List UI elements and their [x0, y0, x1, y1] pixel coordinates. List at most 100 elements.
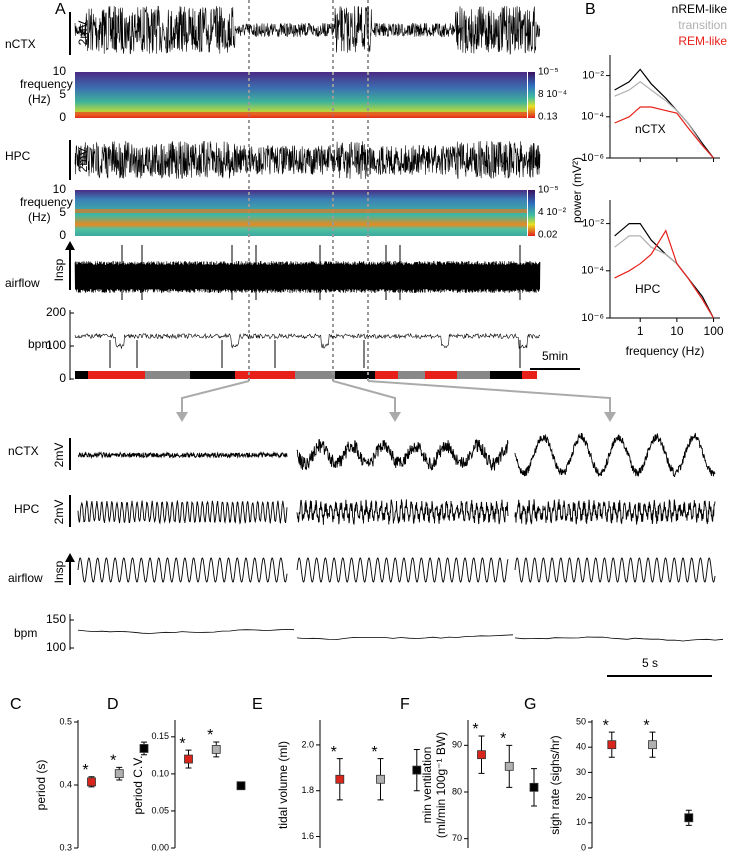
y-tick-label: 2.0 — [301, 739, 314, 749]
y-tick-label: 10⁻⁶ — [581, 152, 604, 164]
y-tick-label: 10⁻² — [582, 218, 604, 230]
y-tick-label: 0.3 — [59, 842, 72, 852]
point — [376, 774, 385, 784]
point — [529, 782, 539, 792]
y-tick-label: 5 — [59, 205, 66, 219]
x-axis-label: frequency (Hz) — [626, 344, 705, 358]
y-tick-label: 100 — [46, 338, 66, 352]
axis-label: bpm — [28, 337, 51, 351]
y-tick-label: 0 — [581, 842, 586, 852]
trace — [74, 260, 541, 294]
scale-label: 5 s — [642, 656, 658, 670]
y-tick-label: 0.00 — [151, 842, 169, 852]
spec-band — [75, 209, 527, 213]
spectrum-line — [614, 106, 714, 159]
axis-label: (Hz) — [28, 92, 51, 106]
x-tick-label: 10 — [670, 324, 684, 338]
x-tick-label: 100 — [704, 324, 724, 338]
significance: * — [472, 721, 478, 738]
axis-label: frequency — [20, 77, 73, 91]
significance: * — [500, 731, 506, 748]
trace — [77, 450, 288, 460]
scale-label: 2mV — [52, 500, 66, 525]
trace-label: HPC — [5, 149, 31, 163]
panel-label: A — [55, 1, 66, 18]
y-axis-label: period (s) — [34, 760, 48, 811]
colorbar-label: 0.02 — [538, 230, 558, 241]
y-tick-label: 80 — [452, 786, 462, 796]
point — [139, 744, 149, 753]
spectrum-line — [614, 68, 714, 159]
y-tick-label: 40 — [576, 742, 586, 752]
significance: * — [371, 744, 377, 761]
point — [211, 745, 221, 754]
trace — [77, 628, 295, 634]
spectrum-line — [614, 229, 715, 319]
point — [477, 750, 486, 760]
colorbar — [528, 190, 535, 236]
panel-label: F — [400, 696, 410, 713]
significance: * — [82, 762, 88, 779]
point — [87, 777, 96, 787]
spectrogram — [75, 72, 527, 118]
arrow-head — [65, 553, 75, 562]
colorbar-label: 8 10⁻⁴ — [538, 89, 567, 100]
y-tick-label: 200 — [46, 305, 66, 319]
y-tick-label: 10⁻² — [582, 70, 604, 82]
y-tick-label: 10⁻⁶ — [581, 312, 604, 324]
legend-entry: nREM-like — [672, 2, 728, 16]
y-tick-label: 1.8 — [301, 785, 314, 795]
y-tick-label: 0 — [59, 371, 66, 385]
y-tick-label: 10 — [576, 817, 586, 827]
trace — [296, 557, 509, 583]
y-tick-label: 100 — [46, 640, 66, 654]
y-tick-label: 5 — [59, 87, 66, 101]
trace — [74, 332, 541, 350]
trace — [514, 636, 724, 642]
point — [184, 754, 193, 764]
trace — [514, 499, 716, 525]
legend-entry: REM-like — [678, 34, 727, 48]
trace — [514, 432, 716, 478]
zoom-arrow-heads — [176, 412, 616, 422]
y-tick-label: 90 — [452, 740, 462, 750]
colorbar-label: 10⁻⁵ — [538, 67, 559, 78]
spectrum-line — [614, 235, 715, 319]
colorbar-label: 4 10⁻² — [538, 207, 567, 218]
x-tick-label: 1 — [637, 324, 644, 338]
significance: * — [179, 735, 185, 752]
y-tick-label: 0.5 — [59, 716, 72, 726]
y-tick-label: 0 — [59, 110, 66, 124]
significance: * — [603, 717, 609, 734]
colorbar-label: 10⁻⁵ — [538, 185, 559, 196]
point — [648, 740, 657, 750]
point — [504, 761, 514, 771]
trace-label: nCTX — [5, 37, 36, 51]
trace-label: nCTX — [8, 444, 39, 458]
colorbar — [528, 72, 535, 118]
spectrum-line — [614, 81, 714, 159]
y-axis-label: power (mV²) — [570, 157, 584, 223]
trace — [77, 557, 288, 583]
y-tick-label: 0.4 — [59, 779, 72, 789]
panel-sublabel: HPC — [635, 282, 661, 296]
trace — [77, 499, 288, 525]
arrow-head — [65, 241, 75, 250]
panel-label: B — [585, 1, 596, 18]
y-tick-label: 0 — [59, 228, 66, 242]
trace — [296, 499, 509, 525]
y-tick-label: 30 — [576, 767, 586, 777]
trace-label: HPC — [14, 502, 40, 516]
y-tick-label: 20 — [576, 792, 586, 802]
axis-label: bpm — [14, 626, 37, 640]
zoom-arrows — [181, 380, 611, 415]
axis-label: (Hz) — [28, 210, 51, 224]
y-tick-label: 70 — [452, 833, 462, 843]
y-tick-label: 10⁻⁴ — [581, 265, 604, 277]
scale-label: Insp — [52, 560, 66, 583]
trace-label: airflow — [8, 571, 43, 585]
traces — [74, 5, 724, 642]
panel-label: C — [10, 696, 22, 713]
point — [607, 740, 617, 750]
